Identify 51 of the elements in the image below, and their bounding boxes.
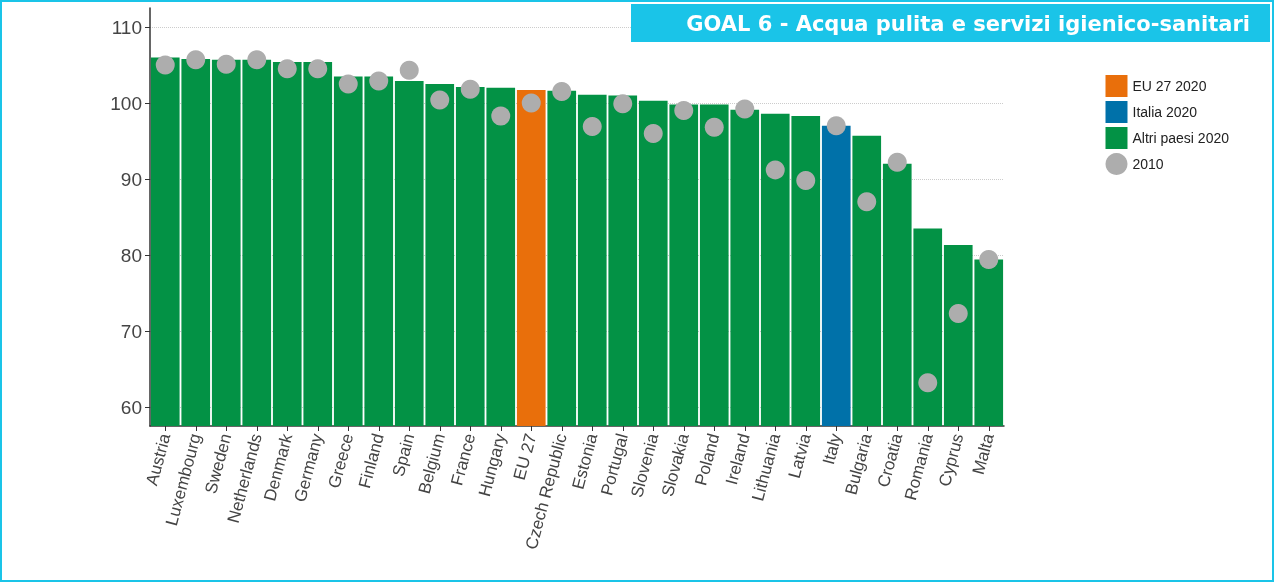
point <box>247 50 267 70</box>
legend-label: EU 27 2020 <box>1132 78 1207 94</box>
point <box>460 79 480 99</box>
title-banner: GOAL 6 - Acqua pulita e servizi igienico-sanitari <box>631 4 1270 42</box>
point <box>735 99 755 119</box>
x-tick-label: Malta <box>968 431 999 477</box>
point <box>948 304 968 324</box>
point <box>826 116 846 136</box>
point <box>765 160 785 180</box>
point <box>796 171 816 191</box>
point <box>704 117 724 137</box>
legend-label: Italia 2020 <box>1132 104 1198 120</box>
point <box>491 106 511 126</box>
x-tick-label: Italy <box>819 431 846 467</box>
point <box>308 59 328 79</box>
x-tick-label: Croatia <box>873 431 907 490</box>
point <box>186 50 206 70</box>
y-tick-label: 80 <box>120 244 142 266</box>
x-tick-label: Cyprus <box>935 431 968 489</box>
y-tick-label: 110 <box>111 16 142 38</box>
point <box>918 373 938 393</box>
point <box>887 152 907 172</box>
point <box>338 74 358 94</box>
legend-label: Altri paesi 2020 <box>1132 130 1230 146</box>
x-tick-label: Ireland <box>722 431 754 487</box>
chart-title: GOAL 6 - Acqua pulita e servizi igienico-sanitari <box>686 12 1250 36</box>
y-tick-label: 70 <box>120 320 142 342</box>
point <box>582 117 602 137</box>
point <box>643 123 663 143</box>
point <box>521 93 541 113</box>
point <box>369 71 389 91</box>
x-tick-label: EU 27 <box>509 431 541 483</box>
point <box>613 94 633 114</box>
x-tick-label: France <box>447 431 480 488</box>
x-tick-label: Greece <box>324 431 358 491</box>
y-tick-label: 90 <box>120 168 142 190</box>
legend-label: 2010 <box>1132 156 1164 172</box>
point <box>155 55 175 75</box>
point <box>674 101 694 121</box>
y-tick-label: 60 <box>120 396 142 418</box>
point <box>216 54 236 74</box>
x-tick-label: Finland <box>355 431 388 491</box>
x-tick-label: Latvia <box>784 431 816 481</box>
point <box>430 90 450 110</box>
x-tick-label: Poland <box>691 431 724 488</box>
point <box>979 250 999 270</box>
point <box>857 192 877 212</box>
y-tick-label: 100 <box>110 92 142 114</box>
point <box>552 82 572 102</box>
point <box>277 59 297 79</box>
point <box>399 60 419 80</box>
